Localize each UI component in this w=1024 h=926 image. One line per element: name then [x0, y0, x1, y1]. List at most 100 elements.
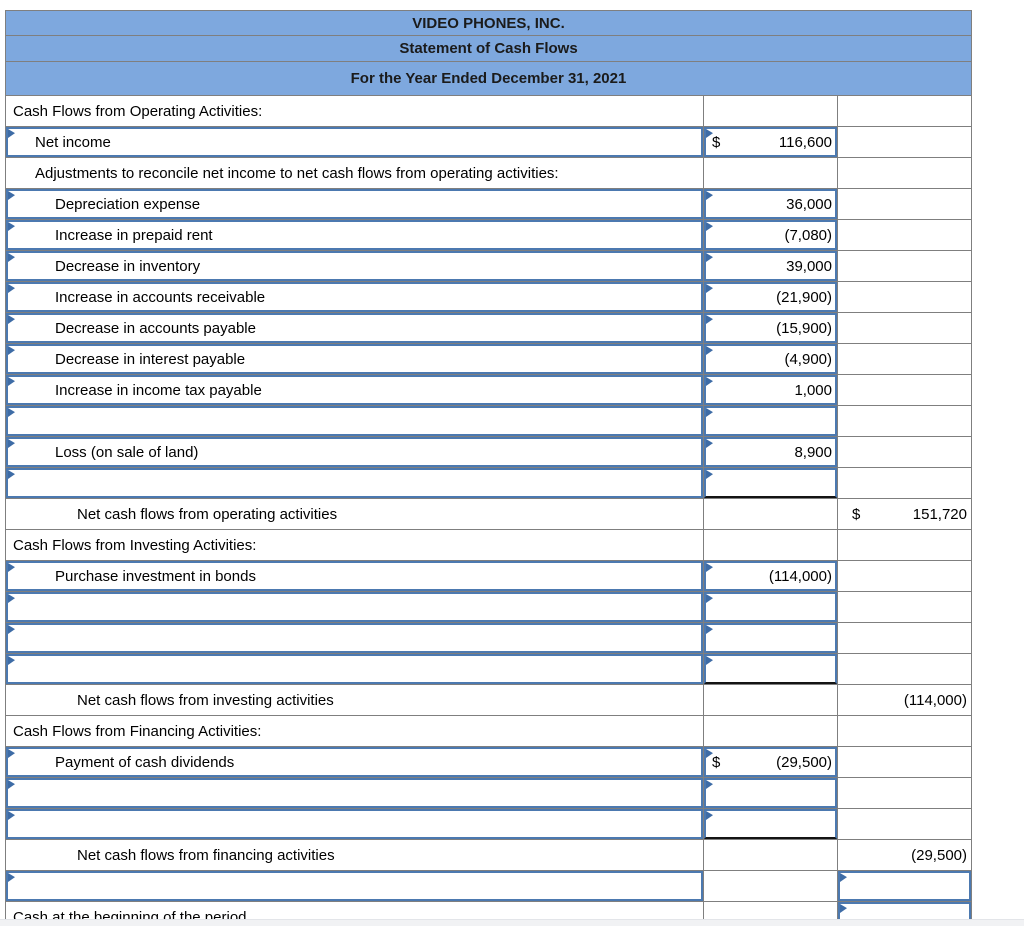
- value-cell-col3: [838, 623, 972, 654]
- row-label-cell[interactable]: [6, 778, 704, 809]
- row-label: Increase in prepaid rent: [55, 226, 213, 244]
- amount-wrapper: (21,900): [704, 289, 837, 306]
- table-row: Net cash flows from operating activities…: [6, 499, 972, 530]
- value-cell-col3: [838, 96, 972, 127]
- row-label-cell[interactable]: Increase in income tax payable: [6, 375, 704, 406]
- table-row: Payment of cash dividends $ (29,500): [6, 747, 972, 778]
- currency-symbol: $: [712, 753, 721, 771]
- statement-title: Statement of Cash Flows: [6, 36, 972, 62]
- table-row: Statement of Cash Flows: [6, 36, 972, 62]
- value-cell-col3: (29,500): [838, 840, 972, 871]
- row-label-cell: Cash Flows from Financing Activities:: [6, 716, 704, 747]
- value-cell-col2[interactable]: 8,900: [704, 437, 838, 468]
- amount-wrapper: (29,500): [838, 847, 971, 864]
- value-cell-col3: [838, 313, 972, 344]
- input-cell-border: [704, 809, 837, 839]
- table-row: Decrease in accounts payable (15,900): [6, 313, 972, 344]
- value-cell-col3: [838, 468, 972, 499]
- value-cell-col2[interactable]: 39,000: [704, 251, 838, 282]
- row-label-cell[interactable]: Increase in accounts receivable: [6, 282, 704, 313]
- row-label: Net cash flows from investing activities: [77, 691, 334, 709]
- value-cell-col3: [838, 809, 972, 840]
- row-label: Increase in accounts receivable: [55, 288, 266, 306]
- table-row: Net cash flows from investing activities…: [6, 685, 972, 716]
- value-cell-col2[interactable]: (114,000): [704, 561, 838, 592]
- row-label-cell[interactable]: Increase in prepaid rent: [6, 220, 704, 251]
- input-cell-border: [6, 468, 703, 498]
- cell-marker-icon: [706, 408, 713, 418]
- row-label-cell[interactable]: [6, 654, 704, 685]
- table-row: Purchase investment in bonds (114,000): [6, 561, 972, 592]
- value-cell-col3: [838, 220, 972, 251]
- value-cell-col2[interactable]: (4,900): [704, 344, 838, 375]
- statement-header: VIDEO PHONES, INC. Statement of Cash Flo…: [6, 11, 972, 96]
- table-row: Cash Flows from Financing Activities:: [6, 716, 972, 747]
- row-label-cell[interactable]: [6, 809, 704, 840]
- table-row: Increase in accounts receivable (21,900): [6, 282, 972, 313]
- row-label: Net income: [35, 133, 111, 151]
- value-cell-col2: [704, 685, 838, 716]
- row-label: Adjustments to reconcile net income to n…: [35, 164, 559, 182]
- table-row: Decrease in inventory 39,000: [6, 251, 972, 282]
- row-label-cell[interactable]: Purchase investment in bonds: [6, 561, 704, 592]
- value-cell-col2: [704, 499, 838, 530]
- table-row: Net cash flows from financing activities…: [6, 840, 972, 871]
- cell-marker-icon: [8, 625, 15, 635]
- value-cell-col2[interactable]: (15,900): [704, 313, 838, 344]
- cell-value: 116,600: [778, 133, 832, 151]
- row-label: Decrease in accounts payable: [55, 319, 256, 337]
- value-cell-col2[interactable]: (21,900): [704, 282, 838, 313]
- row-label-cell: Cash Flows from Investing Activities:: [6, 530, 704, 561]
- value-cell-col2[interactable]: 36,000: [704, 189, 838, 220]
- amount-wrapper: 8,900: [704, 444, 837, 461]
- value-cell-col2[interactable]: [704, 778, 838, 809]
- row-label: Cash Flows from Investing Activities:: [13, 536, 257, 554]
- value-cell-col2[interactable]: [704, 406, 838, 437]
- value-cell-col2: [704, 716, 838, 747]
- value-cell-col2: [704, 530, 838, 561]
- value-cell-col3[interactable]: [838, 871, 972, 902]
- statement-body: Cash Flows from Operating Activities: Net…: [6, 96, 972, 926]
- cell-marker-icon: [840, 904, 847, 914]
- value-cell-col2[interactable]: [704, 623, 838, 654]
- value-cell-col2[interactable]: [704, 654, 838, 685]
- row-label-cell[interactable]: [6, 592, 704, 623]
- row-label: Purchase investment in bonds: [55, 567, 256, 585]
- row-label-cell[interactable]: [6, 468, 704, 499]
- value-cell-col2[interactable]: [704, 468, 838, 499]
- table-row: For the Year Ended December 31, 2021: [6, 62, 972, 96]
- row-label-cell[interactable]: [6, 406, 704, 437]
- amount-wrapper: (15,900): [704, 320, 837, 337]
- value-cell-col2[interactable]: $116,600: [704, 127, 838, 158]
- value-cell-col3: [838, 375, 972, 406]
- value-cell-col2[interactable]: (7,080): [704, 220, 838, 251]
- value-cell-col2[interactable]: $ (29,500): [704, 747, 838, 778]
- value-cell-col2[interactable]: 1,000: [704, 375, 838, 406]
- row-label-cell[interactable]: Decrease in interest payable: [6, 344, 704, 375]
- row-label-cell[interactable]: Loss (on sale of land): [6, 437, 704, 468]
- cell-value: 151,720: [912, 505, 967, 523]
- cell-value: 36,000: [786, 195, 832, 213]
- row-label-cell[interactable]: Depreciation expense: [6, 189, 704, 220]
- row-label-cell[interactable]: Decrease in accounts payable: [6, 313, 704, 344]
- row-label-cell[interactable]: Decrease in inventory: [6, 251, 704, 282]
- input-cell-border: [6, 809, 703, 839]
- amount-wrapper: (114,000): [704, 568, 837, 585]
- row-label-cell[interactable]: [6, 871, 704, 902]
- table-row: Increase in income tax payable 1,000: [6, 375, 972, 406]
- cell-marker-icon: [8, 873, 15, 883]
- table-row: [6, 809, 972, 840]
- table-row: [6, 468, 972, 499]
- row-label-cell[interactable]: [6, 623, 704, 654]
- table-row: VIDEO PHONES, INC.: [6, 11, 972, 36]
- value-cell-col3: [838, 406, 972, 437]
- row-label-cell[interactable]: Payment of cash dividends: [6, 747, 704, 778]
- value-cell-col2[interactable]: [704, 592, 838, 623]
- row-label-cell[interactable]: Net income: [6, 127, 704, 158]
- cell-marker-icon: [8, 656, 15, 666]
- amount-wrapper: 39,000: [704, 258, 837, 275]
- cell-marker-icon: [706, 594, 713, 604]
- value-cell-col2[interactable]: [704, 809, 838, 840]
- table-row: Decrease in interest payable (4,900): [6, 344, 972, 375]
